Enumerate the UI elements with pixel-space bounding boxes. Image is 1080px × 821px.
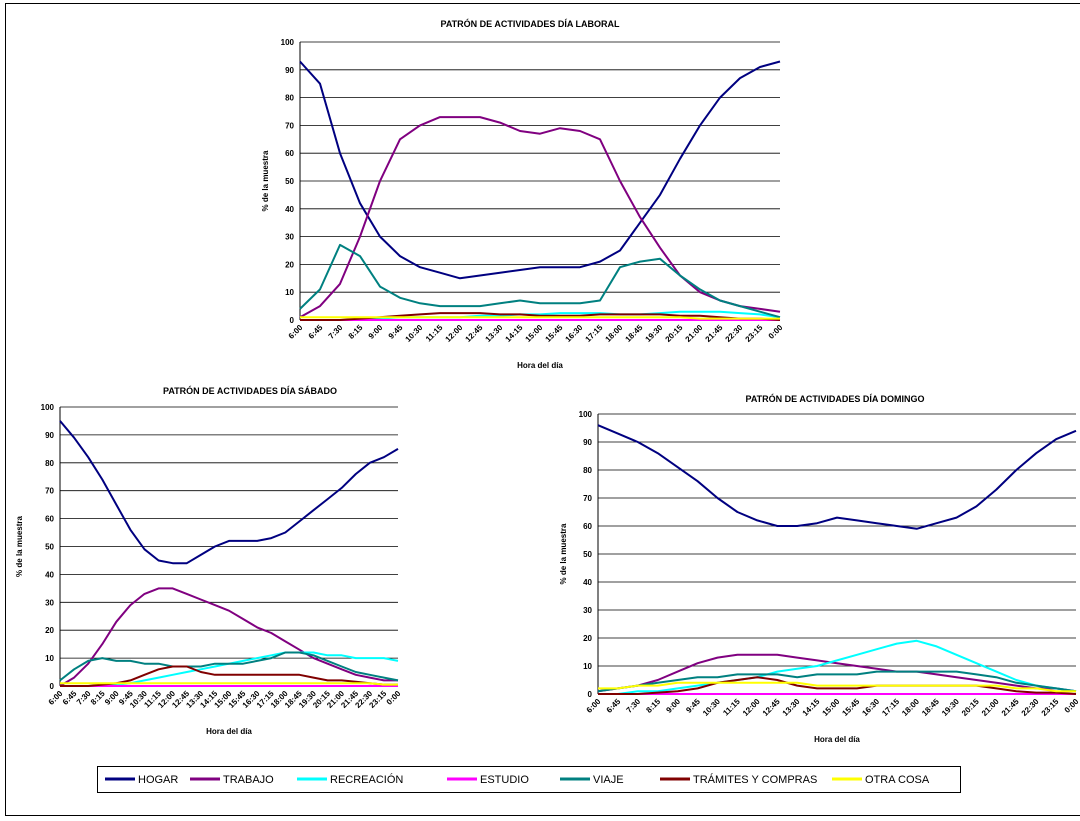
series-line (299, 116, 781, 319)
legend-label: RECREACIÓN (330, 773, 403, 786)
x-axis-label: Hora del día (517, 361, 563, 370)
chart-title: PATRÓN DE ACTIVIDADES DÍA SÁBADO (163, 385, 337, 396)
y-tick-label: 60 (285, 149, 294, 158)
legend-label: ESTUDIO (480, 774, 529, 786)
y-tick-label: 100 (579, 410, 593, 419)
series-line (598, 676, 1077, 695)
y-tick-label: 90 (583, 438, 592, 447)
chart-title: PATRÓN DE ACTIVIDADES DÍA DOMINGO (745, 393, 924, 404)
y-tick-label: 30 (45, 598, 54, 607)
series-line (597, 653, 1077, 693)
legend-label: HOGAR (138, 774, 178, 786)
y-tick-label: 70 (583, 494, 592, 503)
y-tick-label: 0 (50, 682, 55, 691)
legend-label: OTRA COSA (865, 774, 930, 786)
series-line (59, 587, 398, 687)
y-tick-label: 100 (41, 403, 55, 412)
series-line (597, 424, 1077, 530)
y-axis-label: % de la muestra (559, 523, 568, 584)
series-line (597, 670, 1077, 693)
y-tick-label: 60 (45, 515, 54, 524)
x-axis-label: Hora del día (814, 735, 860, 744)
series-line (299, 60, 781, 280)
frame (5, 3, 1080, 816)
y-tick-label: 90 (285, 66, 294, 75)
series-line (59, 651, 399, 682)
series-line (299, 243, 781, 319)
y-tick-label: 50 (45, 543, 54, 552)
series-line (59, 420, 399, 565)
y-tick-label: 40 (285, 205, 294, 214)
y-tick-label: 60 (583, 522, 592, 531)
legend-label: TRABAJO (223, 774, 274, 786)
y-tick-label: 40 (583, 578, 592, 587)
y-tick-label: 50 (285, 177, 294, 186)
y-tick-label: 0 (290, 316, 295, 325)
y-axis-label: % de la muestra (15, 515, 24, 576)
y-tick-label: 20 (45, 626, 54, 635)
y-axis-label: % de la muestra (261, 150, 270, 211)
y-tick-label: 70 (45, 487, 54, 496)
y-tick-label: 10 (583, 662, 592, 671)
y-tick-label: 10 (285, 288, 294, 297)
legend-box (97, 766, 961, 793)
y-tick-label: 20 (285, 260, 294, 269)
y-tick-label: 0 (588, 690, 593, 699)
series-line (300, 316, 780, 320)
y-tick-label: 30 (285, 233, 294, 242)
y-tick-label: 80 (45, 459, 54, 468)
series-line (598, 681, 1076, 693)
chart-title: PATRÓN DE ACTIVIDADES DÍA LABORAL (441, 18, 621, 29)
y-tick-label: 20 (583, 634, 592, 643)
series-line (300, 310, 781, 321)
series-line (598, 639, 1077, 695)
legend-label: VIAJE (593, 774, 624, 786)
y-tick-label: 10 (45, 654, 54, 663)
y-tick-label: 90 (45, 431, 54, 440)
y-tick-label: 50 (583, 550, 592, 559)
x-axis-label: Hora del día (206, 727, 252, 736)
y-tick-label: 40 (45, 570, 54, 579)
y-tick-label: 100 (281, 38, 295, 47)
series-line (60, 682, 398, 686)
y-tick-label: 80 (285, 94, 294, 103)
y-tick-label: 30 (583, 606, 592, 615)
y-tick-label: 70 (285, 121, 294, 130)
legend-label: TRÁMITES Y COMPRAS (693, 773, 817, 786)
y-tick-label: 80 (583, 466, 592, 475)
